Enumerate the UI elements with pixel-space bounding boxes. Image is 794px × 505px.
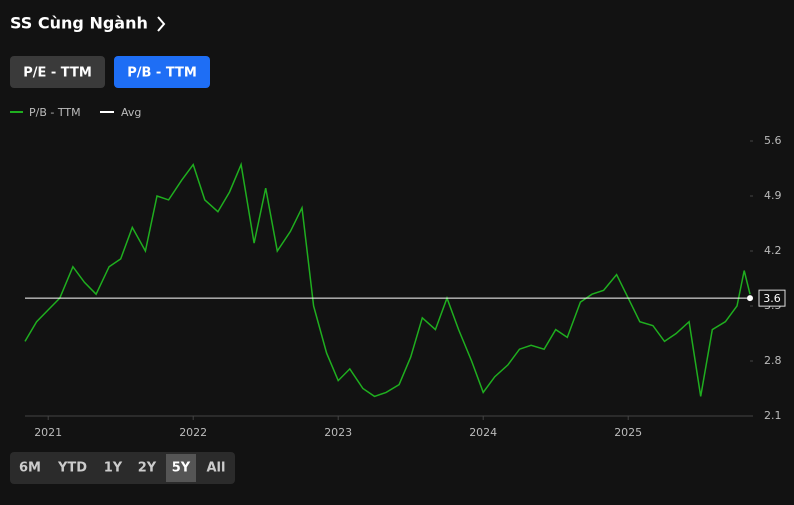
- x-tick-label: 2023: [324, 426, 352, 439]
- y-tick-label: 4.9: [764, 189, 782, 202]
- legend-label: P/B - TTM: [29, 106, 81, 119]
- range-active[interactable]: [166, 454, 196, 482]
- y-tick-label: 5.6: [764, 134, 782, 147]
- range-bar: [10, 452, 235, 484]
- chevron[interactable]: [157, 16, 166, 32]
- avg-dot: [747, 295, 753, 302]
- y-tick-label: 2.1: [764, 409, 782, 422]
- tab-label: P/E - TTM: [23, 66, 92, 81]
- tab-button[interactable]: [114, 56, 210, 88]
- y-tick-label: 2.8: [764, 354, 782, 367]
- range-button[interactable]: 1Y: [104, 461, 123, 476]
- range-button[interactable]: 6M: [19, 461, 41, 476]
- title: SS Cùng Ngành: [10, 14, 148, 33]
- range-button[interactable]: YTD: [57, 461, 87, 476]
- pb-line: [24, 161, 751, 398]
- x-tick-label: 2022: [179, 426, 207, 439]
- tab-button[interactable]: [10, 56, 105, 88]
- y-tick-label: 4.2: [764, 244, 782, 257]
- range-button[interactable]: All: [207, 461, 226, 476]
- x-tick-label: 2025: [614, 426, 642, 439]
- range-button[interactable]: 2Y: [138, 461, 157, 476]
- range-button[interactable]: 5Y: [172, 461, 191, 476]
- x-tick-label: 2021: [34, 426, 62, 439]
- legend-label: Avg: [121, 106, 141, 119]
- avg-badge: [758, 289, 786, 307]
- tab-label: P/B - TTM: [127, 66, 197, 81]
- avg-label: 3.6: [763, 292, 781, 305]
- x-tick-label: 2024: [469, 426, 497, 439]
